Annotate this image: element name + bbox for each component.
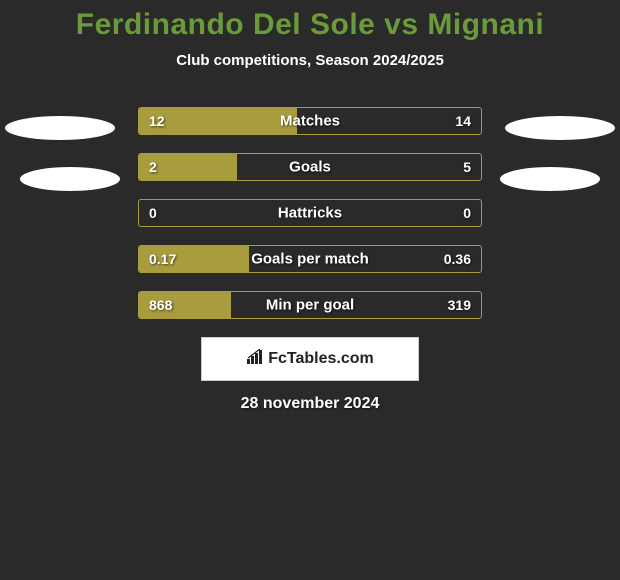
stat-value-left: 868 <box>149 297 172 313</box>
stat-value-left: 0 <box>149 205 157 221</box>
date-label: 28 november 2024 <box>0 395 620 413</box>
stat-value-left: 12 <box>149 113 165 129</box>
container: Ferdinando Del Sole vs Mignani Club comp… <box>0 0 620 413</box>
page-subtitle: Club competitions, Season 2024/2025 <box>0 52 620 69</box>
stat-label: Min per goal <box>266 297 354 314</box>
logo-text: FcTables.com <box>246 349 374 370</box>
stat-value-right: 0.36 <box>444 251 471 267</box>
logo-label: FcTables.com <box>268 350 374 368</box>
stat-value-right: 5 <box>463 159 471 175</box>
stat-row-hattricks: 0 Hattricks 0 <box>138 199 482 227</box>
stat-value-left: 2 <box>149 159 157 175</box>
logo-box[interactable]: FcTables.com <box>201 337 419 381</box>
stat-label: Hattricks <box>278 205 342 222</box>
stat-label: Goals <box>289 159 331 176</box>
decor-ellipse-right-2 <box>500 167 600 191</box>
stat-value-right: 0 <box>463 205 471 221</box>
stat-label: Matches <box>280 113 340 130</box>
bar-chart-icon <box>246 349 264 370</box>
stat-value-right: 319 <box>448 297 471 313</box>
page-title: Ferdinando Del Sole vs Mignani <box>0 8 620 42</box>
chart-area: 12 Matches 14 2 Goals 5 0 Hattricks 0 0.… <box>0 107 620 413</box>
stat-row-goals: 2 Goals 5 <box>138 153 482 181</box>
decor-ellipse-left-2 <box>20 167 120 191</box>
stat-row-min-per-goal: 868 Min per goal 319 <box>138 291 482 319</box>
stat-value-left: 0.17 <box>149 251 176 267</box>
decor-ellipse-right-1 <box>505 116 615 140</box>
stat-value-right: 14 <box>455 113 471 129</box>
stat-row-matches: 12 Matches 14 <box>138 107 482 135</box>
stat-label: Goals per match <box>251 251 369 268</box>
decor-ellipse-left-1 <box>5 116 115 140</box>
stat-row-goals-per-match: 0.17 Goals per match 0.36 <box>138 245 482 273</box>
